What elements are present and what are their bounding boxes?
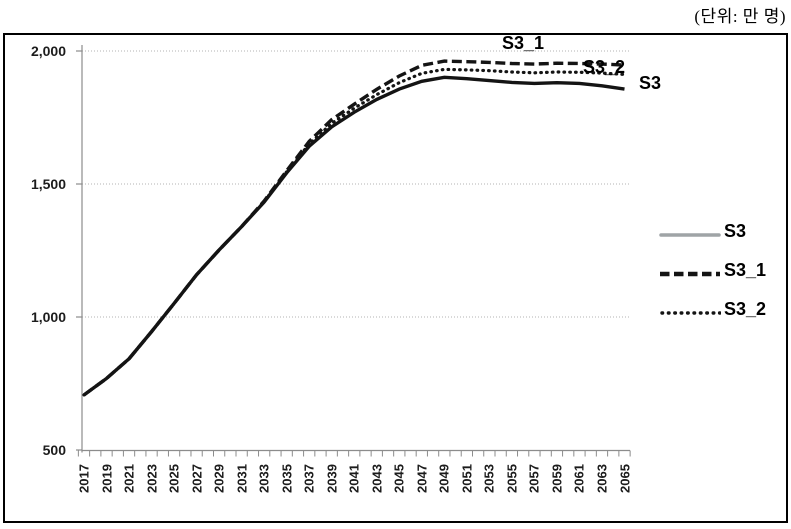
unit-label: (단위: 만 명) (694, 7, 786, 26)
x-tick-label-2021: 2021 (121, 464, 137, 493)
x-tick-label-2065: 2065 (617, 464, 632, 493)
x-tick-label-2019: 2019 (99, 464, 115, 493)
x-tick-label-2017: 2017 (76, 464, 92, 493)
x-tick-label-2027: 2027 (189, 464, 205, 493)
legend-item-s3-1: S3_1 (659, 251, 781, 290)
legend-swatch-solid-gray (659, 227, 721, 237)
legend-item-s3-2: S3_2 (659, 290, 781, 329)
y-tick-label-1500: 1,500 (30, 176, 66, 192)
x-tick-label-2023: 2023 (144, 464, 160, 493)
legend-label: S3_1 (724, 260, 767, 280)
x-tick-label-2041: 2041 (346, 464, 362, 493)
x-tick-label-2061: 2061 (571, 464, 587, 493)
x-tick-label-2035: 2035 (279, 464, 295, 493)
legend: S3 S3_1 S3_2 (659, 212, 781, 329)
annotation-s3-2: S3_2 (583, 57, 626, 77)
annotation-s3-1: S3_1 (502, 33, 545, 53)
annotation-s3: S3 (639, 73, 662, 93)
x-tick-label-2033: 2033 (256, 464, 272, 493)
x-tick-label-2031: 2031 (234, 464, 250, 493)
x-tick-label-2059: 2059 (549, 464, 565, 493)
x-tick-label-2025: 2025 (166, 464, 182, 493)
x-tick-label-2029: 2029 (211, 464, 227, 493)
y-tick-label-1000: 1,000 (30, 309, 66, 325)
series-line-s3-2 (82, 67, 627, 397)
x-tick-label-2055: 2055 (504, 464, 520, 493)
x-tick-label-2053: 2053 (481, 464, 497, 493)
y-tick-label-2000: 2,000 (30, 43, 66, 59)
series-line-s3 (82, 75, 625, 397)
x-tick-label-2047: 2047 (414, 464, 430, 493)
legend-item-s3: S3 (659, 212, 781, 251)
legend-label: S3 (724, 221, 747, 241)
chart-frame (3, 33, 788, 523)
x-tick-label-2043: 2043 (369, 464, 385, 493)
x-tick-label-2063: 2063 (594, 464, 610, 493)
y-tick-label-500: 500 (42, 442, 66, 458)
series-line-s3-1 (82, 59, 625, 397)
x-tick-label-2049: 2049 (436, 464, 452, 493)
x-tick-label-2051: 2051 (459, 464, 475, 493)
legend-swatch-dashed-black (659, 266, 721, 276)
x-tick-label-2057: 2057 (526, 464, 542, 493)
x-tick-label-2037: 2037 (301, 464, 317, 493)
legend-swatch-dotted-black (659, 305, 722, 315)
x-tick-label-2045: 2045 (391, 464, 407, 493)
legend-label: S3_2 (724, 299, 767, 319)
x-tick-label-2039: 2039 (324, 464, 340, 493)
